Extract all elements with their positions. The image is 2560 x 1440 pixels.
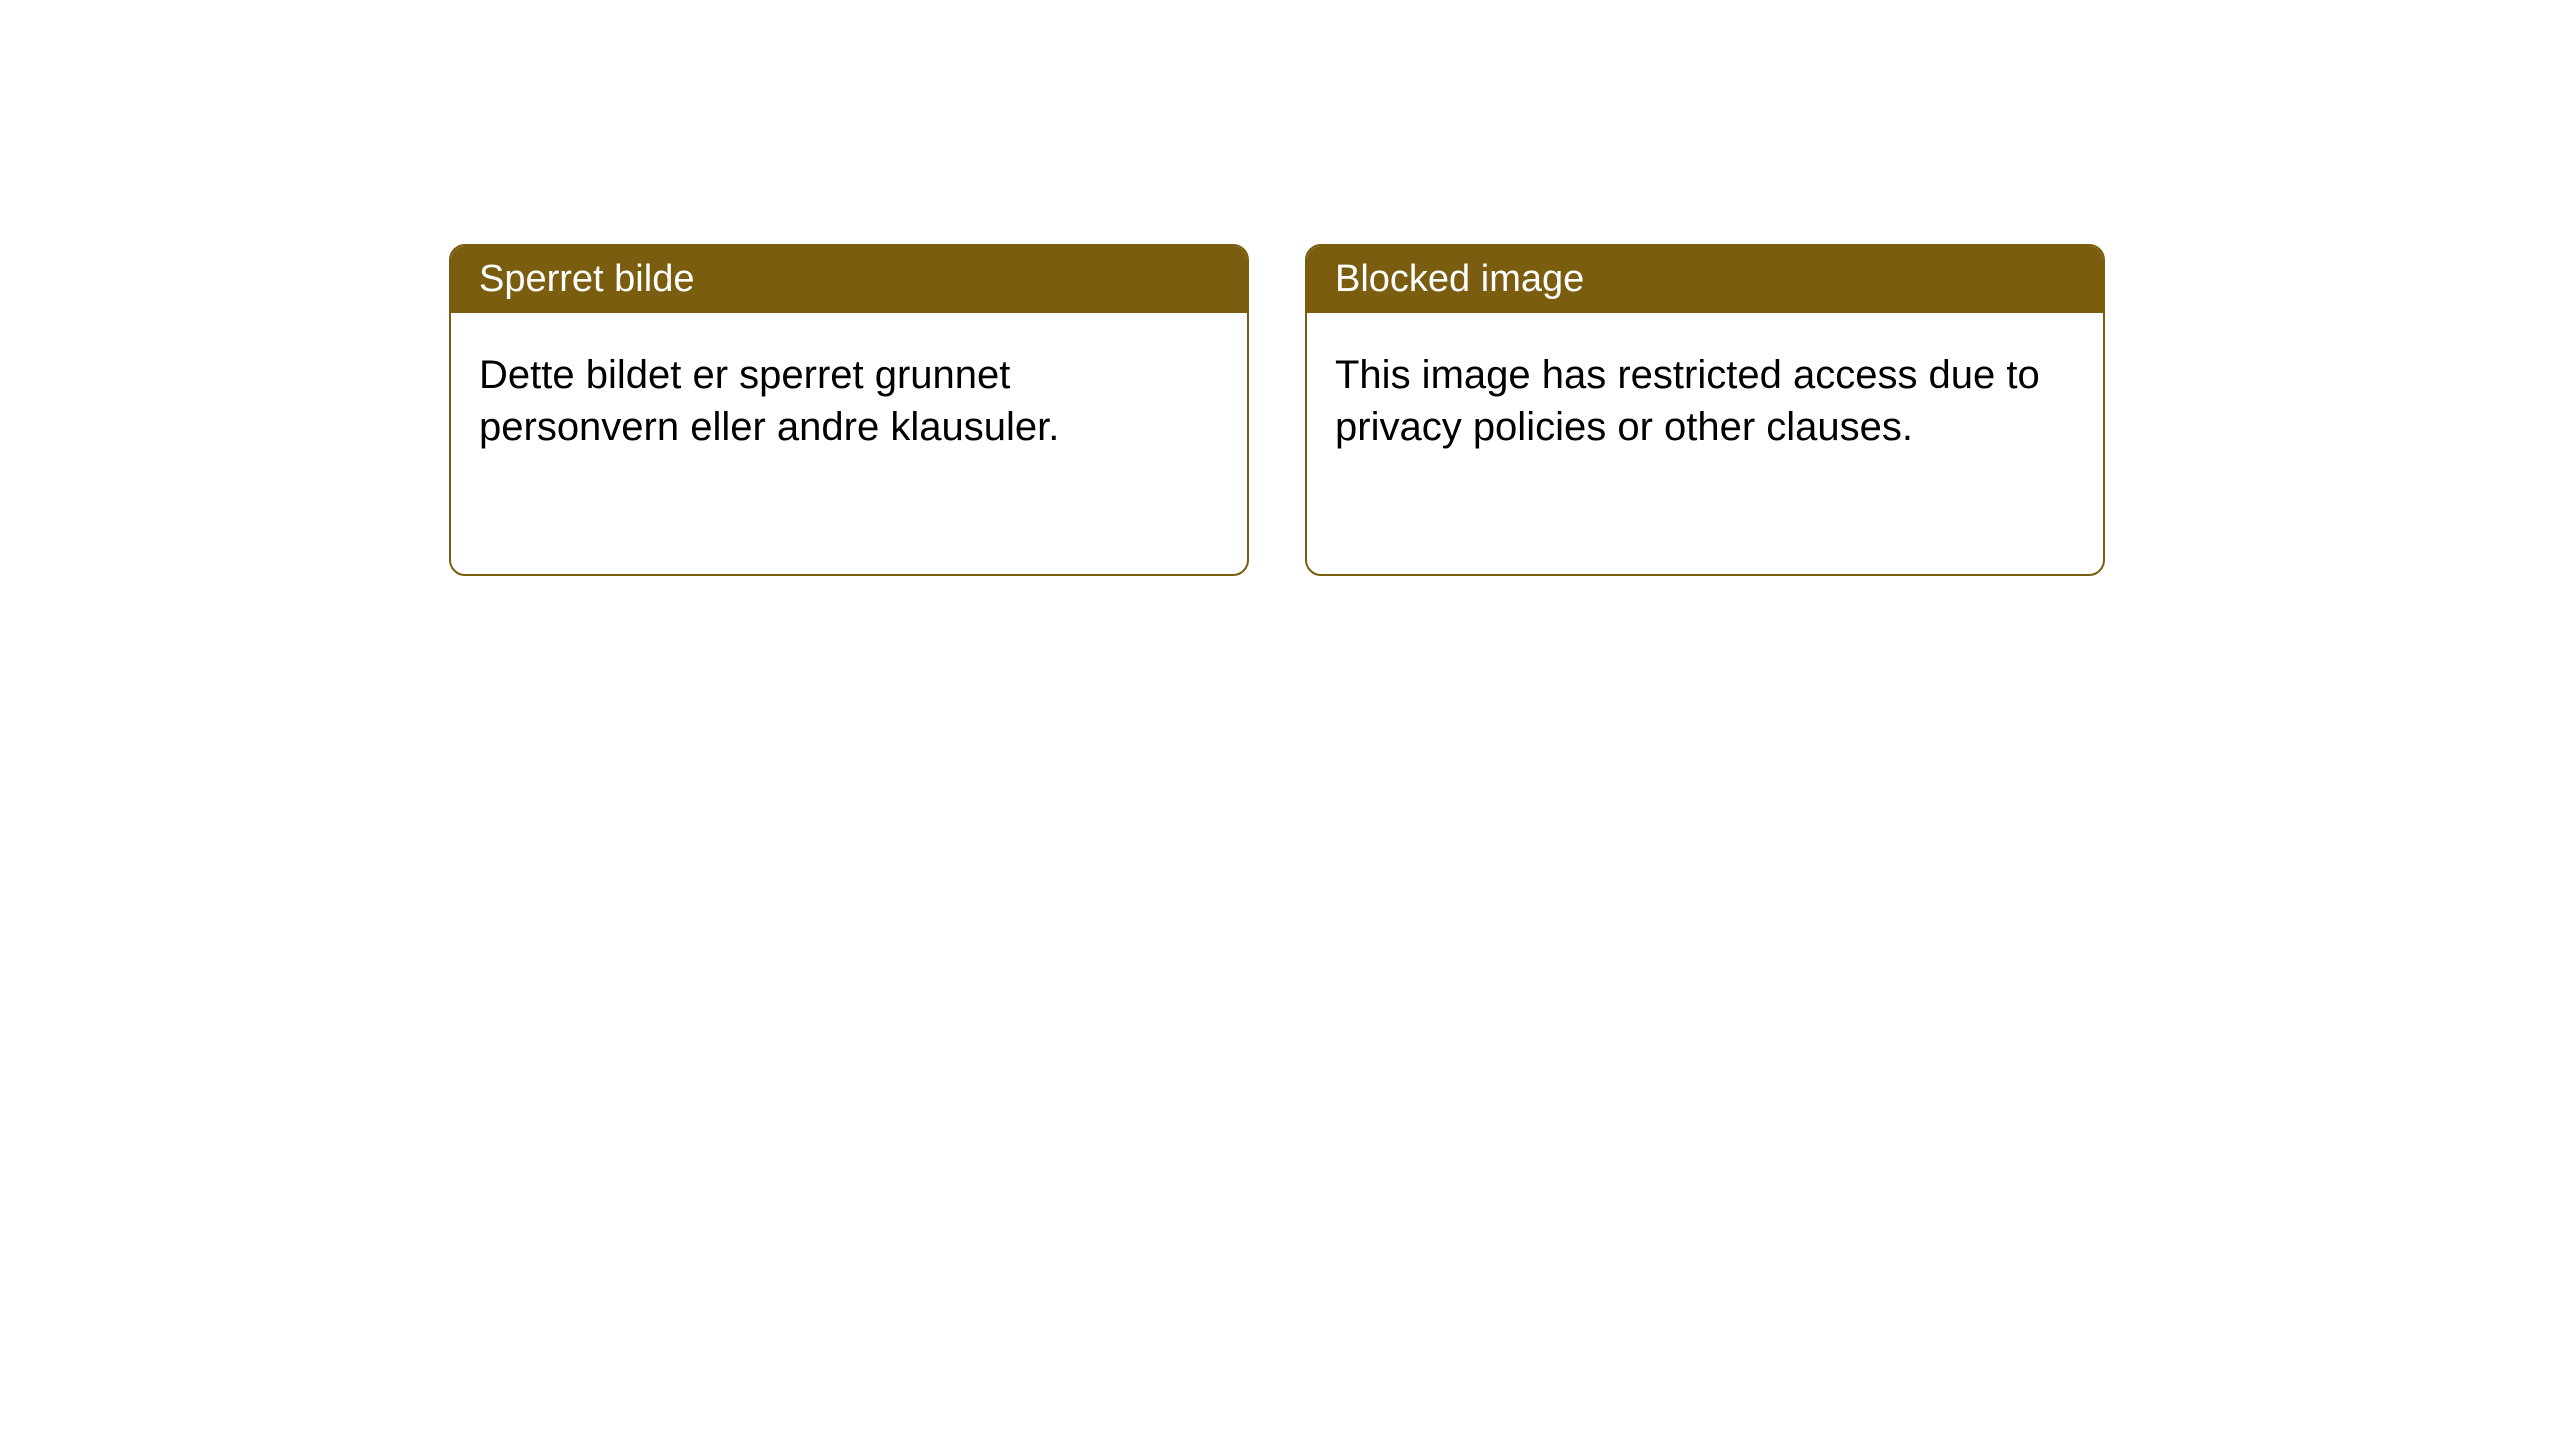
card-body-text: Dette bildet er sperret grunnet personve… [479,353,1059,449]
card-header: Blocked image [1307,246,2103,313]
card-title: Blocked image [1335,258,1584,300]
card-body-text: This image has restricted access due to … [1335,353,2040,449]
card-body: This image has restricted access due to … [1307,313,2103,489]
card-header: Sperret bilde [451,246,1247,313]
card-title: Sperret bilde [479,258,694,300]
notice-card-english: Blocked image This image has restricted … [1305,244,2105,576]
notice-card-norwegian: Sperret bilde Dette bildet er sperret gr… [449,244,1249,576]
notice-cards-container: Sperret bilde Dette bildet er sperret gr… [449,244,2105,576]
card-body: Dette bildet er sperret grunnet personve… [451,313,1247,489]
